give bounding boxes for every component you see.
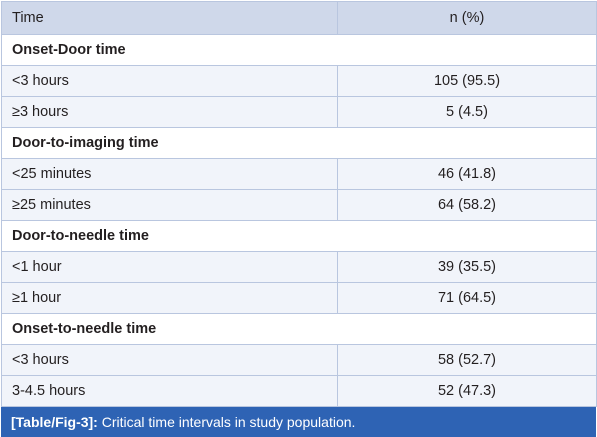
row-value: 71 (64.5): [337, 282, 597, 314]
table-row: ≥3 hours 5 (4.5): [1, 96, 597, 128]
row-value: 46 (41.8): [337, 158, 597, 190]
caption-tag: [Table/Fig-3]:: [11, 414, 98, 430]
group-row-door-to-needle: Door-to-needle time: [1, 220, 597, 252]
row-value: 52 (47.3): [337, 375, 597, 407]
group-row-onset-door: Onset-Door time: [1, 34, 597, 66]
table-caption: [Table/Fig-3]: Critical time intervals i…: [1, 407, 596, 437]
table-header-row: Time n (%): [1, 1, 597, 35]
row-label: <25 minutes: [1, 158, 338, 190]
time-intervals-table: Time n (%) Onset-Door time <3 hours 105 …: [1, 1, 597, 407]
row-value: 5 (4.5): [337, 96, 597, 128]
row-value: 58 (52.7): [337, 344, 597, 376]
row-value: 105 (95.5): [337, 65, 597, 97]
row-label: ≥25 minutes: [1, 189, 338, 221]
row-label: <3 hours: [1, 65, 338, 97]
group-title: Onset-to-needle time: [1, 313, 597, 345]
group-row-onset-to-needle: Onset-to-needle time: [1, 313, 597, 345]
table-row: ≥1 hour 71 (64.5): [1, 282, 597, 314]
header-n-percent: n (%): [337, 1, 597, 35]
group-title: Onset-Door time: [1, 34, 597, 66]
table-row: <3 hours 58 (52.7): [1, 344, 597, 376]
group-title: Door-to-needle time: [1, 220, 597, 252]
row-value: 64 (58.2): [337, 189, 597, 221]
row-label: <1 hour: [1, 251, 338, 283]
table-row: <25 minutes 46 (41.8): [1, 158, 597, 190]
group-title: Door-to-imaging time: [1, 127, 597, 159]
table-row: <3 hours 105 (95.5): [1, 65, 597, 97]
table-row: ≥25 minutes 64 (58.2): [1, 189, 597, 221]
header-time: Time: [1, 1, 338, 35]
row-label: 3-4.5 hours: [1, 375, 338, 407]
row-label: ≥1 hour: [1, 282, 338, 314]
table-row: 3-4.5 hours 52 (47.3): [1, 375, 597, 407]
row-label: <3 hours: [1, 344, 338, 376]
caption-text: Critical time intervals in study populat…: [97, 414, 356, 430]
row-label: ≥3 hours: [1, 96, 338, 128]
group-row-door-to-imaging: Door-to-imaging time: [1, 127, 597, 159]
table-row: <1 hour 39 (35.5): [1, 251, 597, 283]
row-value: 39 (35.5): [337, 251, 597, 283]
